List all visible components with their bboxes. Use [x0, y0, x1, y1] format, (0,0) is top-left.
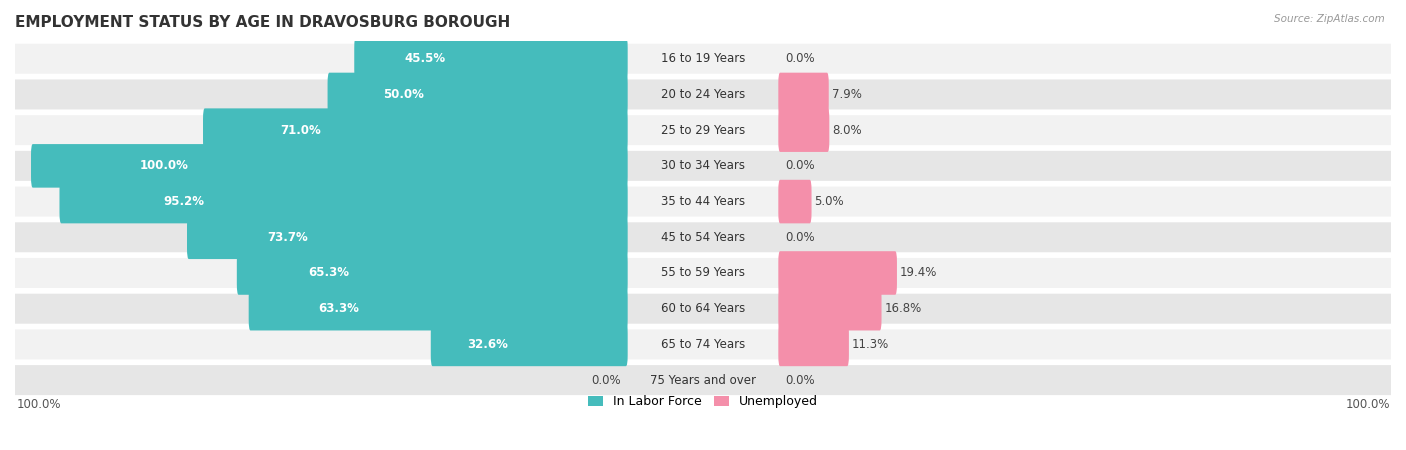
Text: 19.4%: 19.4% — [900, 266, 938, 279]
Text: 100.0%: 100.0% — [139, 159, 188, 172]
FancyBboxPatch shape — [15, 222, 1391, 252]
FancyBboxPatch shape — [202, 108, 627, 152]
FancyBboxPatch shape — [779, 72, 828, 116]
FancyBboxPatch shape — [59, 180, 627, 223]
Text: EMPLOYMENT STATUS BY AGE IN DRAVOSBURG BOROUGH: EMPLOYMENT STATUS BY AGE IN DRAVOSBURG B… — [15, 15, 510, 30]
Text: 0.0%: 0.0% — [785, 374, 814, 387]
Text: 0.0%: 0.0% — [785, 159, 814, 172]
FancyBboxPatch shape — [779, 251, 897, 295]
Legend: In Labor Force, Unemployed: In Labor Force, Unemployed — [583, 390, 823, 413]
Text: 75 Years and over: 75 Years and over — [650, 374, 756, 387]
Text: 7.9%: 7.9% — [832, 88, 862, 101]
FancyBboxPatch shape — [15, 44, 1391, 74]
Text: 65 to 74 Years: 65 to 74 Years — [661, 338, 745, 351]
Text: 45.5%: 45.5% — [405, 52, 446, 65]
Text: 0.0%: 0.0% — [785, 52, 814, 65]
Text: 60 to 64 Years: 60 to 64 Years — [661, 302, 745, 315]
Text: 8.0%: 8.0% — [832, 124, 862, 137]
Text: 16 to 19 Years: 16 to 19 Years — [661, 52, 745, 65]
FancyBboxPatch shape — [15, 187, 1391, 216]
Text: 100.0%: 100.0% — [17, 398, 60, 411]
Text: 11.3%: 11.3% — [852, 338, 889, 351]
FancyBboxPatch shape — [328, 72, 627, 116]
FancyBboxPatch shape — [779, 323, 849, 366]
Text: 65.3%: 65.3% — [308, 266, 349, 279]
Text: 95.2%: 95.2% — [163, 195, 204, 208]
FancyBboxPatch shape — [779, 180, 811, 223]
Text: 16.8%: 16.8% — [884, 302, 922, 315]
Text: 32.6%: 32.6% — [467, 338, 508, 351]
Text: 45 to 54 Years: 45 to 54 Years — [661, 231, 745, 244]
FancyBboxPatch shape — [15, 365, 1391, 395]
Text: 73.7%: 73.7% — [267, 231, 308, 244]
Text: 5.0%: 5.0% — [814, 195, 844, 208]
FancyBboxPatch shape — [249, 287, 627, 330]
FancyBboxPatch shape — [15, 329, 1391, 360]
Text: 35 to 44 Years: 35 to 44 Years — [661, 195, 745, 208]
Text: 55 to 59 Years: 55 to 59 Years — [661, 266, 745, 279]
FancyBboxPatch shape — [15, 80, 1391, 109]
FancyBboxPatch shape — [354, 37, 627, 81]
Text: 100.0%: 100.0% — [1346, 398, 1389, 411]
Text: 25 to 29 Years: 25 to 29 Years — [661, 124, 745, 137]
FancyBboxPatch shape — [187, 216, 627, 259]
FancyBboxPatch shape — [15, 115, 1391, 145]
FancyBboxPatch shape — [779, 108, 830, 152]
Text: 63.3%: 63.3% — [318, 302, 359, 315]
Text: 0.0%: 0.0% — [785, 231, 814, 244]
FancyBboxPatch shape — [15, 151, 1391, 181]
FancyBboxPatch shape — [236, 251, 627, 295]
Text: 0.0%: 0.0% — [592, 374, 621, 387]
FancyBboxPatch shape — [779, 287, 882, 330]
Text: 50.0%: 50.0% — [382, 88, 423, 101]
FancyBboxPatch shape — [15, 258, 1391, 288]
Text: 30 to 34 Years: 30 to 34 Years — [661, 159, 745, 172]
FancyBboxPatch shape — [430, 323, 627, 366]
Text: 20 to 24 Years: 20 to 24 Years — [661, 88, 745, 101]
Text: Source: ZipAtlas.com: Source: ZipAtlas.com — [1274, 14, 1385, 23]
FancyBboxPatch shape — [31, 144, 627, 188]
FancyBboxPatch shape — [15, 294, 1391, 324]
Text: 71.0%: 71.0% — [281, 124, 322, 137]
